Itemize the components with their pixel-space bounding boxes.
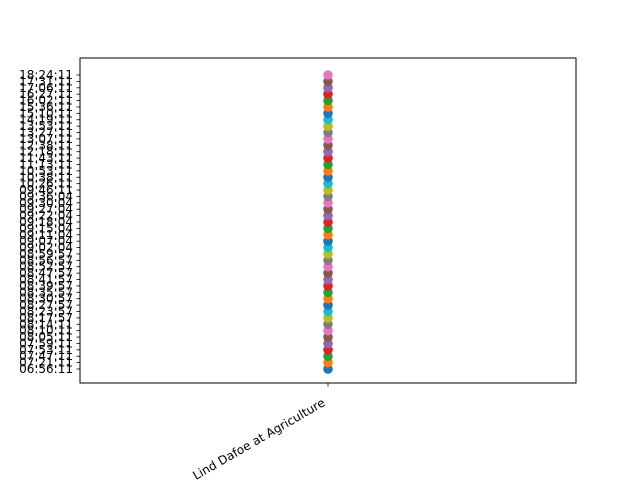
y-tick-label: 09:15:04 bbox=[19, 221, 73, 235]
y-tick-label: 08:17:57 bbox=[19, 311, 73, 325]
y-tick-label: 06:56:11 bbox=[19, 362, 73, 376]
y-tick-label: 09:02:04 bbox=[19, 241, 73, 255]
y-tick-label: 09:27:04 bbox=[19, 202, 73, 216]
y-tick-label: 08:23:57 bbox=[19, 304, 73, 318]
y-tick-label: 16:27:11 bbox=[19, 87, 73, 101]
y-tick-label: 16:02:11 bbox=[19, 94, 73, 108]
y-tick-label: 08:14:11 bbox=[19, 317, 73, 331]
y-tick-label: 18:24:11 bbox=[19, 68, 73, 82]
y-tick-label: 09:22:04 bbox=[19, 209, 73, 223]
y-tick-label: 15:10:11 bbox=[19, 106, 73, 120]
x-axis: Lind Dafoe at Agriculture bbox=[190, 383, 329, 480]
y-tick-label: 09:18:04 bbox=[19, 215, 73, 229]
y-tick-label: 15:36:11 bbox=[19, 100, 73, 114]
data-point bbox=[323, 70, 333, 80]
y-tick-label: 08:56:57 bbox=[19, 253, 73, 267]
y-tick-label: 08:59:57 bbox=[19, 247, 73, 261]
y-tick-label: 07:21:11 bbox=[19, 356, 73, 370]
y-tick-label: 13:07:11 bbox=[19, 132, 73, 146]
y-tick-label: 08:41:57 bbox=[19, 273, 73, 287]
y-tick-label: 08:10:11 bbox=[19, 324, 73, 338]
y-tick-label: 17:06:11 bbox=[19, 81, 73, 95]
x-tick-label: Lind Dafoe at Agriculture bbox=[190, 395, 327, 480]
y-tick-label: 12:38:11 bbox=[19, 138, 73, 152]
y-tick-label: 13:27:11 bbox=[19, 126, 73, 140]
y-tick-label: 08:27:57 bbox=[19, 298, 73, 312]
y-tick-label: 08:52:57 bbox=[19, 260, 73, 274]
y-tick-label: 17:31:11 bbox=[19, 74, 73, 88]
y-tick-label: 12:18:11 bbox=[19, 145, 73, 159]
y-tick-label: 08:35:57 bbox=[19, 285, 73, 299]
y-tick-label: 09:07:04 bbox=[19, 234, 73, 248]
y-tick-label: 11:13:11 bbox=[19, 157, 73, 171]
y-tick-label: 08:39:57 bbox=[19, 279, 73, 293]
y-tick-label: 10:38:11 bbox=[19, 170, 73, 184]
y-tick-label: 10:53:11 bbox=[19, 164, 73, 178]
y-tick-label: 08:47:57 bbox=[19, 266, 73, 280]
y-tick-label: 07:59:11 bbox=[19, 336, 73, 350]
y-tick-label: 08:05:11 bbox=[19, 330, 73, 344]
y-tick-label: 09:30:04 bbox=[19, 196, 73, 210]
y-tick-label: 11:43:11 bbox=[19, 151, 73, 165]
y-tick-label: 07:47:11 bbox=[19, 349, 73, 363]
y-tick-label: 13:53:11 bbox=[19, 119, 73, 133]
y-tick-label: 09:36:04 bbox=[19, 189, 73, 203]
y-tick-label: 10:26:11 bbox=[19, 177, 73, 191]
y-tick-label: 08:30:57 bbox=[19, 292, 73, 306]
data-points bbox=[323, 70, 333, 374]
y-tick-label: 09:46:11 bbox=[19, 183, 73, 197]
y-tick-label: 14:19:11 bbox=[19, 113, 73, 127]
y-axis: 06:56:1107:21:1107:47:1107:53:1107:59:11… bbox=[19, 68, 80, 376]
y-tick-label: 09:11:04 bbox=[19, 228, 73, 242]
y-tick-label: 07:53:11 bbox=[19, 343, 73, 357]
